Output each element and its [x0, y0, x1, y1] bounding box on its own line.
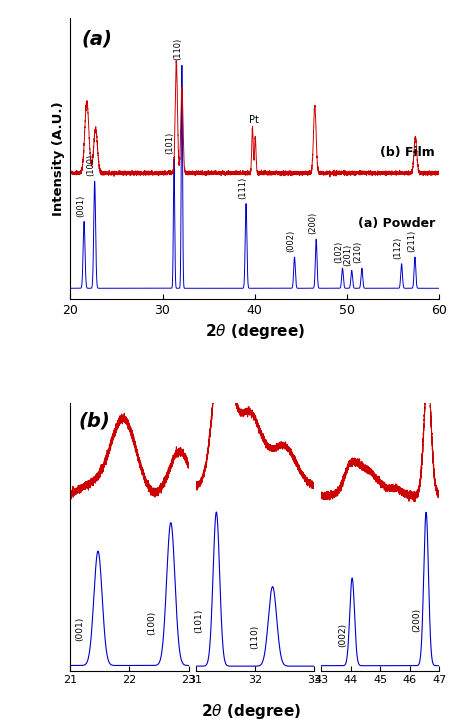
Text: (a) Powder: (a) Powder — [357, 217, 435, 230]
Text: (211): (211) — [407, 230, 416, 252]
Text: (002): (002) — [338, 623, 347, 647]
Text: (b) Film: (b) Film — [380, 146, 435, 159]
Text: (002): (002) — [286, 230, 295, 252]
Text: 2$\theta$ (degree): 2$\theta$ (degree) — [201, 703, 302, 721]
Text: (100): (100) — [87, 154, 96, 176]
Text: (102): (102) — [334, 241, 343, 263]
Text: (210): (210) — [354, 241, 363, 263]
Text: (200): (200) — [308, 212, 317, 234]
Text: (201): (201) — [343, 244, 352, 265]
Text: (200): (200) — [412, 608, 421, 632]
Text: (a): (a) — [81, 29, 112, 49]
Text: (101): (101) — [165, 132, 174, 154]
Text: (100): (100) — [147, 610, 156, 634]
Y-axis label: Intensity (A.U.): Intensity (A.U.) — [52, 102, 65, 216]
X-axis label: 2$\theta$ (degree): 2$\theta$ (degree) — [205, 323, 305, 341]
Text: Pt: Pt — [249, 115, 259, 125]
Text: (111): (111) — [238, 176, 247, 199]
Text: (001): (001) — [75, 617, 84, 641]
Text: (101): (101) — [194, 608, 203, 633]
Text: (001): (001) — [76, 194, 85, 217]
Text: (b): (b) — [78, 411, 110, 430]
Text: (112): (112) — [393, 236, 402, 259]
Text: (110): (110) — [173, 38, 182, 60]
Text: (110): (110) — [251, 625, 259, 649]
